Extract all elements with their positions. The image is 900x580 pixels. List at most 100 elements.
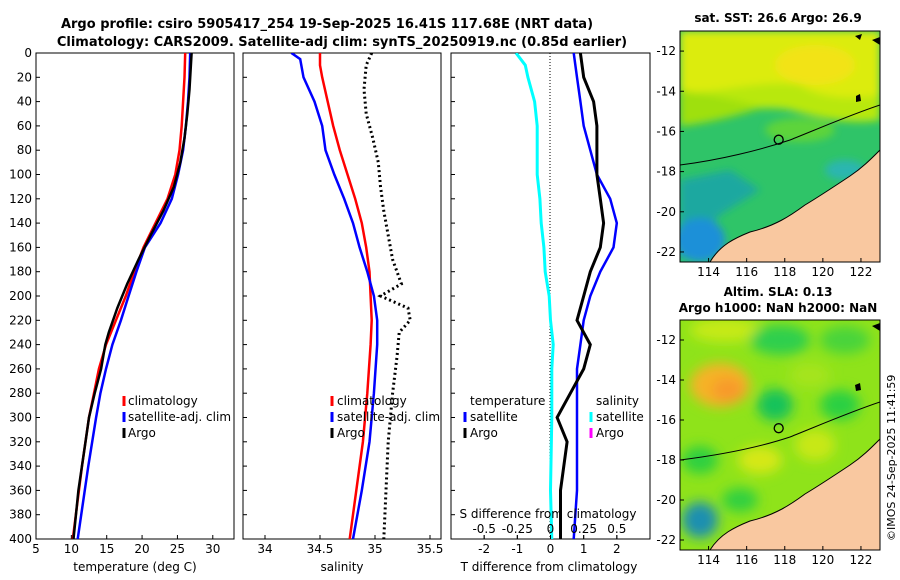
lat-tick-label: -14 [656, 373, 676, 387]
x-tick-label: 20 [134, 542, 149, 556]
sst-latitude-axis: -12 -14 -16 -18 -20 -22 [656, 44, 684, 259]
difference-legend-salinity: salinity satellite Argo [589, 394, 644, 440]
sla-isobath [680, 401, 880, 461]
s-difference-satellite-line [514, 53, 555, 539]
legend-s-satellite-label: satellite [596, 410, 644, 424]
sla-map-subtitle: Argo h1000: NaN h2000: NaN [679, 301, 878, 315]
imos-timestamp-watermark: ©IMOS 24-Sep-2025 11:41:59 [885, 375, 898, 541]
lon-tick-label: 118 [773, 265, 796, 279]
lat-tick-label: -16 [656, 124, 676, 138]
depth-tick-label: 60 [17, 119, 32, 133]
depth-tick-label: 80 [17, 143, 32, 157]
sla-argo-position-marker [773, 423, 784, 434]
sla-map: Altim. SLA: 0.13 Argo h1000: NaN h2000: … [656, 285, 881, 567]
lon-tick-label: 116 [735, 553, 758, 567]
legend-t-argo-label: Argo [470, 426, 498, 440]
temperature-axes-frame [35, 52, 235, 540]
lon-tick-label: 118 [773, 553, 796, 567]
sst-longitude-axis: 114 116 118 120 122 [697, 258, 872, 279]
legend-satellite-label: satellite-adj. clim [337, 410, 440, 424]
salinity-legend: climatology satellite-adj. clim Argo [330, 394, 440, 440]
depth-tick-label: 120 [9, 192, 32, 206]
temperature-xlabel: temperature (deg C) [73, 560, 196, 574]
sst-map-frame [679, 30, 881, 263]
x-tick-label: -1 [511, 542, 523, 556]
x-tick-label: 0 [547, 522, 555, 536]
lat-tick-label: -22 [656, 533, 676, 547]
difference-depth-ticks [451, 52, 455, 540]
legend-temperature-title: temperature [470, 394, 545, 408]
salinity-panel: 34 34.5 35 35.5 climatology satellite-adj. … [242, 52, 443, 574]
figure-title-line2: Climatology: CARS2009. Satellite-adj cli… [57, 35, 627, 50]
depth-tick-label: 100 [9, 168, 32, 182]
salinity-argo-line [362, 53, 412, 539]
t-difference-xlabel: T difference from climatology [460, 560, 638, 574]
x-tick-label: 15 [99, 542, 114, 556]
temperature-axis: 5 10 15 20 25 30 [32, 535, 220, 556]
lon-tick-label: 120 [811, 553, 834, 567]
lat-tick-label: -12 [656, 44, 676, 58]
lat-tick-label: -12 [656, 333, 676, 347]
depth-tick-label: 20 [17, 70, 32, 84]
sla-longitude-axis: 114 116 118 120 122 [697, 546, 872, 567]
depth-tick-label: 200 [9, 289, 32, 303]
salinity-axis: 34 34.5 35 35.5 [257, 535, 443, 556]
x-tick-label: 34.5 [307, 542, 334, 556]
depth-tick-label: 340 [9, 459, 32, 473]
temperature-legend: climatology satellite-adj. clim Argo [122, 394, 231, 440]
sla-latitude-axis: -12 -14 -16 -18 -20 -22 [656, 333, 684, 547]
lat-tick-label: -18 [656, 165, 676, 179]
lon-tick-label: 116 [735, 265, 758, 279]
lon-tick-label: 120 [811, 265, 834, 279]
sst-map: sat. SST: 26.6 Argo: 26.9 114 116 118 120 12… [656, 11, 881, 279]
difference-panel: -2 -1 0 1 2 temperature satellite Argo salin… [450, 52, 651, 574]
sst-land [709, 149, 880, 262]
sst-field [680, 31, 880, 262]
legend-argo-label: Argo [337, 426, 365, 440]
legend-argo-label: Argo [128, 426, 156, 440]
lon-tick-label: 114 [697, 553, 720, 567]
legend-t-satellite-label: satellite [470, 410, 518, 424]
x-tick-label: -0.5 [472, 522, 495, 536]
x-tick-label: 25 [170, 542, 185, 556]
x-tick-label: 5 [32, 542, 40, 556]
depth-tick-label: 0 [24, 46, 32, 60]
depth-tick-label: 160 [9, 240, 32, 254]
x-tick-label: 0.25 [570, 522, 597, 536]
sst-argo-position-marker [773, 134, 784, 145]
sst-island [856, 94, 861, 102]
salinity-axes-frame [242, 52, 442, 540]
sla-island [872, 323, 880, 331]
legend-climatology-label: climatology [128, 394, 198, 408]
depth-tick-label: 260 [9, 362, 32, 376]
x-tick-label: 35 [367, 542, 382, 556]
sst-island [872, 37, 880, 45]
depth-tick-label: 140 [9, 216, 32, 230]
t-difference-argo-line [555, 53, 606, 539]
x-tick-label: -0.25 [502, 522, 533, 536]
legend-climatology-label: climatology [337, 394, 407, 408]
lat-tick-label: -18 [656, 453, 676, 467]
lon-tick-label: 122 [849, 265, 872, 279]
x-tick-label: 0 [547, 542, 555, 556]
lat-tick-label: -14 [656, 84, 676, 98]
depth-tick-label: 180 [9, 265, 32, 279]
sla-field [682, 320, 870, 538]
lat-tick-label: -20 [656, 205, 676, 219]
depth-tick-label: 400 [9, 532, 32, 546]
sla-land [709, 438, 880, 550]
sla-island [855, 383, 861, 391]
sla-map-title: Altim. SLA: 0.13 [724, 285, 833, 299]
lat-tick-label: -20 [656, 493, 676, 507]
legend-satellite-label: satellite-adj. clim [128, 410, 231, 424]
legend-salinity-title: salinity [596, 394, 639, 408]
x-tick-label: 10 [64, 542, 79, 556]
depth-tick-label: 380 [9, 508, 32, 522]
x-tick-label: -2 [478, 542, 490, 556]
salinity-xlabel: salinity [320, 560, 363, 574]
sla-map-frame [679, 319, 881, 551]
salinity-climatology-line [318, 53, 373, 539]
depth-axis: 0 20 40 60 80 100 120 140 160 180 200 220 240 260 280 3… [9, 46, 40, 546]
x-tick-label: 30 [205, 542, 220, 556]
depth-tick-label: 240 [9, 338, 32, 352]
